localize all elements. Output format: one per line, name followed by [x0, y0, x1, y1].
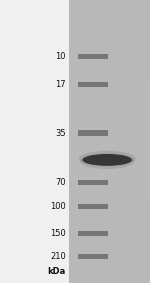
Bar	[69, 47, 150, 52]
Bar	[69, 226, 150, 231]
Bar	[69, 38, 150, 42]
Bar	[69, 118, 150, 123]
Bar	[69, 179, 150, 184]
Bar	[69, 104, 150, 108]
Bar	[69, 142, 150, 146]
Bar	[69, 260, 150, 264]
Bar	[0, 0, 69, 283]
Text: 17: 17	[55, 80, 66, 89]
Bar	[69, 207, 150, 212]
Bar	[69, 0, 150, 5]
Bar	[69, 132, 150, 137]
Bar	[69, 170, 150, 175]
Bar	[69, 52, 150, 57]
Text: 70: 70	[55, 178, 66, 187]
Bar	[69, 236, 150, 241]
Bar	[78, 54, 108, 59]
Bar	[69, 42, 150, 47]
Bar	[69, 85, 150, 90]
Bar	[69, 57, 150, 61]
Bar	[69, 9, 150, 14]
Text: 100: 100	[50, 202, 66, 211]
Bar	[69, 5, 150, 9]
Bar	[69, 19, 150, 23]
Bar	[69, 151, 150, 156]
Bar	[69, 61, 150, 66]
Bar	[69, 146, 150, 151]
Text: 210: 210	[50, 252, 66, 261]
Bar	[69, 193, 150, 198]
Bar	[69, 33, 150, 38]
Bar	[69, 28, 150, 33]
Bar	[69, 94, 150, 99]
Bar	[69, 14, 150, 19]
Bar	[69, 184, 150, 189]
Bar	[69, 255, 150, 260]
Bar	[69, 189, 150, 193]
Bar	[69, 23, 150, 28]
Bar	[69, 127, 150, 132]
Bar	[69, 137, 150, 142]
Bar	[69, 278, 150, 283]
Bar	[78, 204, 108, 209]
Bar	[69, 264, 150, 269]
Bar	[69, 99, 150, 104]
Bar	[69, 198, 150, 203]
Bar	[69, 217, 150, 222]
Text: kDa: kDa	[48, 267, 66, 276]
Bar	[69, 222, 150, 226]
Bar	[69, 160, 150, 165]
Bar	[69, 90, 150, 94]
Bar	[78, 82, 108, 87]
Bar	[69, 269, 150, 274]
Bar	[69, 113, 150, 118]
Bar	[69, 231, 150, 236]
Bar	[69, 274, 150, 278]
Bar	[69, 156, 150, 160]
Ellipse shape	[80, 154, 135, 169]
Bar	[78, 130, 108, 136]
Bar	[69, 71, 150, 76]
Bar	[78, 231, 108, 236]
Bar	[69, 245, 150, 250]
Bar	[69, 241, 150, 245]
Bar	[78, 254, 108, 259]
Bar	[69, 165, 150, 170]
Ellipse shape	[79, 151, 136, 166]
Text: 10: 10	[56, 52, 66, 61]
Bar	[69, 76, 150, 80]
Bar	[69, 212, 150, 217]
Bar	[69, 108, 150, 113]
Bar	[69, 80, 150, 85]
Bar	[78, 180, 108, 185]
Bar	[69, 0, 150, 283]
Bar	[69, 250, 150, 255]
Bar	[69, 66, 150, 71]
Text: 150: 150	[50, 229, 66, 238]
Text: 35: 35	[55, 128, 66, 138]
Bar	[69, 175, 150, 179]
Bar	[69, 203, 150, 207]
Bar	[69, 123, 150, 127]
Ellipse shape	[82, 154, 132, 166]
